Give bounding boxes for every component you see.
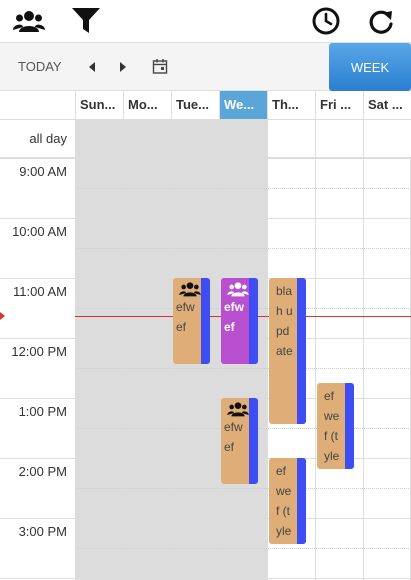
column-line [75, 158, 76, 580]
hour-line [0, 458, 411, 459]
time-label-11am: 11:00 AM [13, 284, 67, 299]
half-hour-line [75, 488, 411, 489]
half-hour-line [75, 188, 411, 189]
event-fri-1230pm[interactable]: ef wef (tyler) [317, 383, 354, 469]
event-title: efw ef [224, 300, 245, 334]
event-title: efw ef [224, 420, 243, 454]
group-icon [227, 282, 249, 297]
time-label-9am: 9:00 AM [19, 164, 67, 179]
all-day-label: all day [0, 120, 75, 158]
column-line [219, 158, 220, 580]
day-header-mon[interactable]: Mo... [123, 91, 171, 120]
half-hour-line [75, 368, 411, 369]
event-content: efw ef [176, 281, 201, 337]
event-tue-11am[interactable]: efw ef [173, 278, 210, 364]
event-title: ef wef (tyler) () [276, 464, 292, 538]
column-line [363, 158, 364, 580]
allday-cell-sun[interactable] [75, 120, 123, 158]
day-header-thu[interactable]: Th... [267, 91, 315, 120]
allday-cell-tue[interactable] [171, 120, 219, 158]
column-line [123, 158, 124, 580]
hour-line [0, 398, 411, 399]
event-stripe [249, 398, 258, 484]
group-icon[interactable] [12, 5, 46, 37]
gutter-header [0, 91, 75, 120]
time-label-10am: 10:00 AM [12, 224, 67, 239]
event-content: efw ef [224, 401, 249, 457]
day-header-fri[interactable]: Fri ... [315, 91, 363, 120]
event-stripe [249, 278, 258, 364]
event-wed-11am[interactable]: efw ef [221, 278, 258, 364]
next-arrow-icon[interactable] [117, 61, 129, 73]
time-label-1pm: 1:00 PM [18, 404, 67, 419]
event-title: ef wef (tyler) [324, 389, 340, 463]
week-grid: Sun... Mo... Tue... We... Th... Fri ... … [0, 91, 411, 580]
hour-line [0, 578, 411, 579]
column-line [315, 158, 316, 580]
event-stripe [201, 278, 210, 364]
clock-icon[interactable] [309, 5, 343, 37]
event-wed-1pm[interactable]: efw ef [221, 398, 258, 484]
column-line [267, 158, 268, 580]
allday-cell-wed[interactable] [219, 120, 267, 158]
allday-cell-thu[interactable] [267, 120, 315, 158]
event-title: efw ef [176, 300, 195, 334]
calendar-toolbar: TODAY WEEK [0, 42, 411, 91]
day-header-wed[interactable]: We... [219, 91, 267, 120]
hour-line [0, 518, 411, 519]
filter-icon[interactable] [69, 5, 103, 37]
day-header-sat[interactable]: Sat ... [363, 91, 411, 120]
allday-cell-fri[interactable] [315, 120, 363, 158]
hour-line [0, 218, 411, 219]
allday-cell-sat[interactable] [363, 120, 411, 158]
group-icon [179, 282, 201, 297]
hour-line [0, 158, 411, 159]
time-label-3pm: 3:00 PM [18, 524, 67, 539]
today-button[interactable]: TODAY [18, 59, 62, 74]
top-bar [0, 0, 411, 42]
prev-arrow-icon[interactable] [86, 61, 98, 73]
half-hour-line [75, 548, 411, 549]
current-time-marker [0, 312, 5, 320]
half-hour-line [75, 248, 411, 249]
day-header-sun[interactable]: Sun... [75, 91, 123, 120]
time-label-2pm: 2:00 PM [18, 464, 67, 479]
event-stripe [297, 278, 306, 424]
event-thu-2pm[interactable]: ef wef (tyler) () [269, 458, 306, 544]
event-thu-11am[interactable]: blah update [269, 278, 306, 424]
allday-cell-mon[interactable] [123, 120, 171, 158]
column-line [171, 158, 172, 580]
group-icon [227, 402, 249, 417]
week-view-button[interactable]: WEEK [329, 43, 411, 91]
event-title: blah update [276, 284, 293, 358]
refresh-icon[interactable] [364, 5, 398, 37]
event-content: efw ef [224, 281, 249, 337]
time-label-12pm: 12:00 PM [11, 344, 67, 359]
event-stripe [297, 458, 306, 544]
event-stripe [345, 383, 354, 469]
day-header-tue[interactable]: Tue... [171, 91, 219, 120]
calendar-picker-icon[interactable] [152, 58, 168, 74]
